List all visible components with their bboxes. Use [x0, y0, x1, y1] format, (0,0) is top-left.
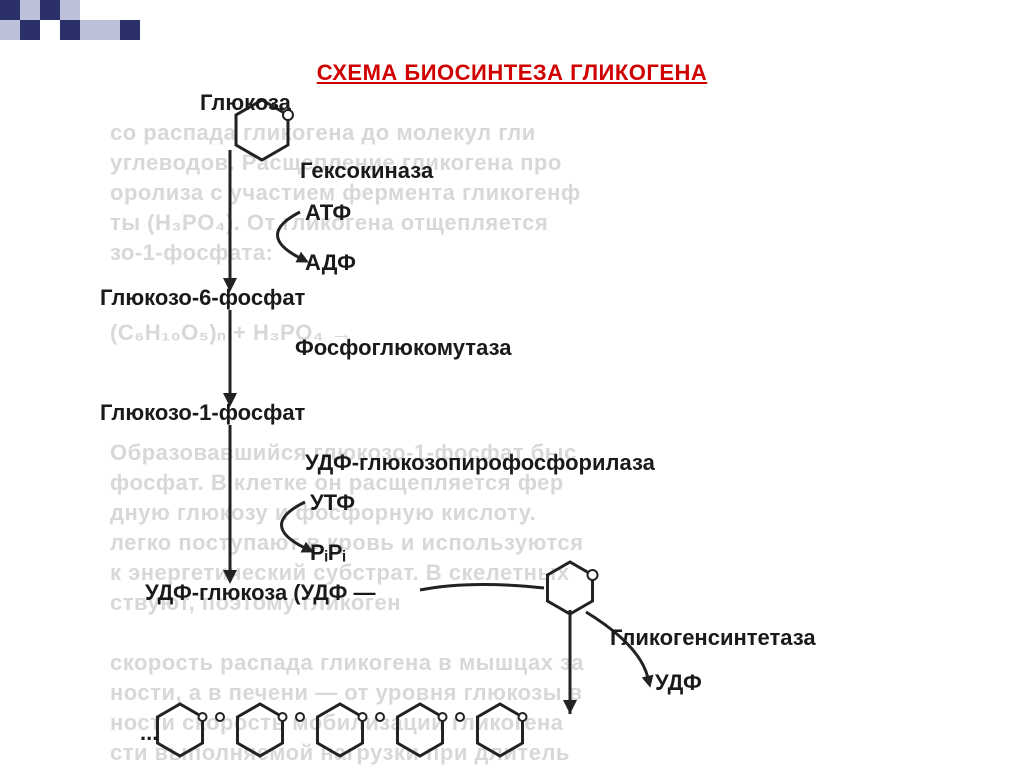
node-pipi: PᵢPᵢ	[310, 540, 346, 566]
node-ellipsis: ...	[140, 720, 158, 746]
node-phosphoglucomutase: Фосфоглюкомутаза	[295, 335, 511, 361]
glycogen-synthesis-diagram: Глюкоза Гексокиназа АТФ АДФ Глюкозо-6-фо…	[0, 90, 1024, 750]
node-g1p: Глюкозо-1-фосфат	[100, 400, 305, 426]
node-hexokinase: Гексокиназа	[300, 158, 433, 184]
diagram-svg	[0, 90, 1024, 770]
node-g6p: Глюкозо-6-фосфат	[100, 285, 305, 311]
diagram-title: СХЕМА БИОСИНТЕЗА ГЛИКОГЕНА	[0, 60, 1024, 86]
node-udp-glucose: УДФ-глюкоза (УДФ —	[145, 580, 375, 606]
node-adp: АДФ	[305, 250, 356, 276]
slide-corner-decoration	[0, 0, 160, 60]
node-udp: УДФ	[655, 670, 702, 696]
node-udp-pyrophosphorylase: УДФ-глюкозопирофосфорилаза	[305, 450, 655, 476]
node-glycogen-synthase: Гликогенсинтетаза	[610, 625, 816, 651]
node-atp: АТФ	[305, 200, 351, 226]
node-glucose: Глюкоза	[200, 90, 291, 116]
node-utp: УТФ	[310, 490, 355, 516]
